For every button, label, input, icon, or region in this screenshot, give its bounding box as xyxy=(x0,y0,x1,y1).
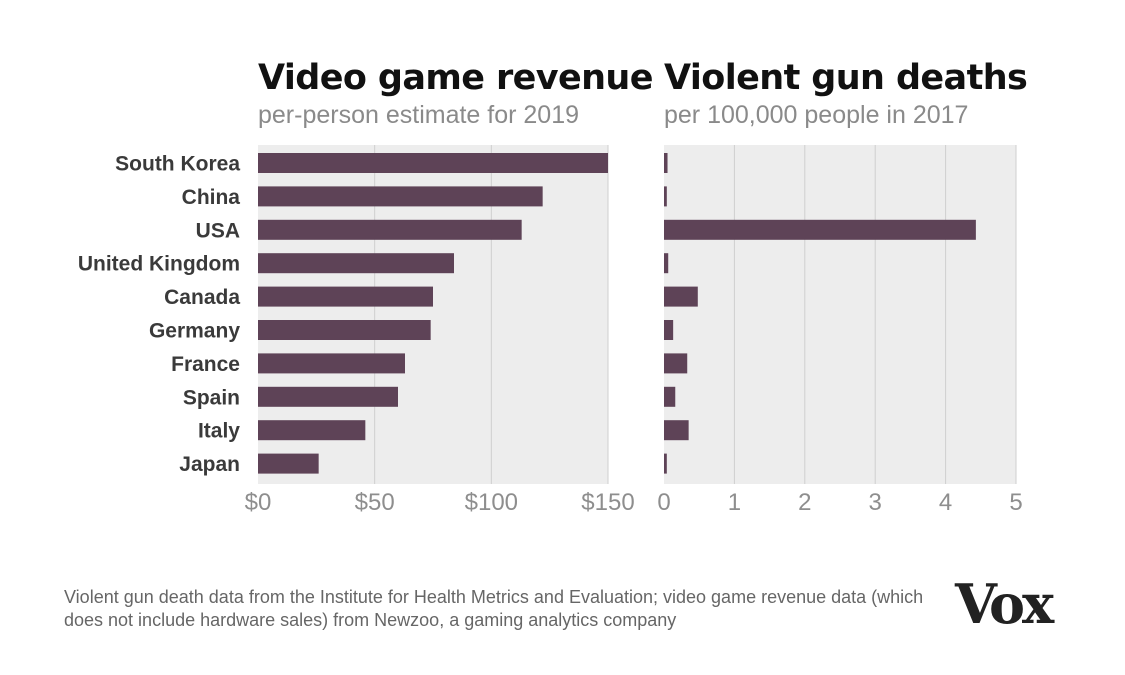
source-note: Violent gun death data from the Institut… xyxy=(64,587,924,630)
category-label-spain: Spain xyxy=(183,386,240,409)
violent-gun-deaths-bar-canada xyxy=(664,286,698,307)
chart-subtitle-violent-gun-deaths: per 100,000 people in 2017 xyxy=(664,101,969,129)
video-game-revenue-tick-label: $100 xyxy=(465,489,518,516)
violent-gun-deaths-tick-label: 2 xyxy=(798,489,811,516)
video-game-revenue-bar-usa xyxy=(258,219,522,240)
category-label-germany: Germany xyxy=(149,320,240,343)
vox-logo: Vox xyxy=(955,572,1054,636)
video-game-revenue-bar-united-kingdom xyxy=(258,253,454,274)
video-game-revenue-bar-italy xyxy=(258,420,366,441)
violent-gun-deaths-bar-united-kingdom xyxy=(664,253,669,274)
category-label-south-korea: South Korea xyxy=(115,153,240,176)
chart-title-violent-gun-deaths: Violent gun deaths xyxy=(664,58,1028,98)
violent-gun-deaths-bar-usa xyxy=(664,219,976,240)
violent-gun-deaths-tick-label: 3 xyxy=(869,489,882,516)
video-game-revenue-tick-label: $0 xyxy=(245,489,272,516)
video-game-revenue-bar-canada xyxy=(258,286,433,307)
violent-gun-deaths-plot-area xyxy=(664,145,1016,484)
category-label-canada: Canada xyxy=(164,286,240,309)
category-label-italy: Italy xyxy=(198,420,240,443)
violent-gun-deaths-tick-label: 0 xyxy=(657,489,670,516)
video-game-revenue-bar-japan xyxy=(258,453,319,474)
video-game-revenue-tick-label: $150 xyxy=(581,489,634,516)
video-game-revenue-bar-germany xyxy=(258,320,431,340)
violent-gun-deaths-bar-south-korea xyxy=(664,153,668,173)
video-game-revenue-bar-china xyxy=(258,186,543,207)
violent-gun-deaths-bar-germany xyxy=(664,320,674,340)
violent-gun-deaths-bar-france xyxy=(664,353,688,374)
violent-gun-deaths-bar-china xyxy=(664,186,667,207)
category-label-united-kingdom: United Kingdom xyxy=(78,253,240,276)
violent-gun-deaths-bar-japan xyxy=(664,453,667,474)
violent-gun-deaths-tick-label: 4 xyxy=(939,489,952,516)
category-label-usa: USA xyxy=(196,219,240,242)
video-game-revenue-bar-south-korea xyxy=(258,153,608,173)
video-game-revenue-tick-label: $50 xyxy=(355,489,395,516)
video-game-revenue-bar-spain xyxy=(258,386,398,407)
violent-gun-deaths-bar-italy xyxy=(664,420,689,441)
category-label-france: France xyxy=(171,353,240,376)
category-label-japan: Japan xyxy=(179,453,240,476)
chart-subtitle-video-game-revenue: per-person estimate for 2019 xyxy=(258,101,580,129)
violent-gun-deaths-tick-label: 5 xyxy=(1009,489,1022,516)
violent-gun-deaths-bar-spain xyxy=(664,386,676,407)
violent-gun-deaths-tick-label: 1 xyxy=(728,489,741,516)
category-label-china: China xyxy=(182,186,241,209)
video-game-revenue-bar-france xyxy=(258,353,405,374)
chart-title-video-game-revenue: Video game revenue xyxy=(258,58,653,98)
